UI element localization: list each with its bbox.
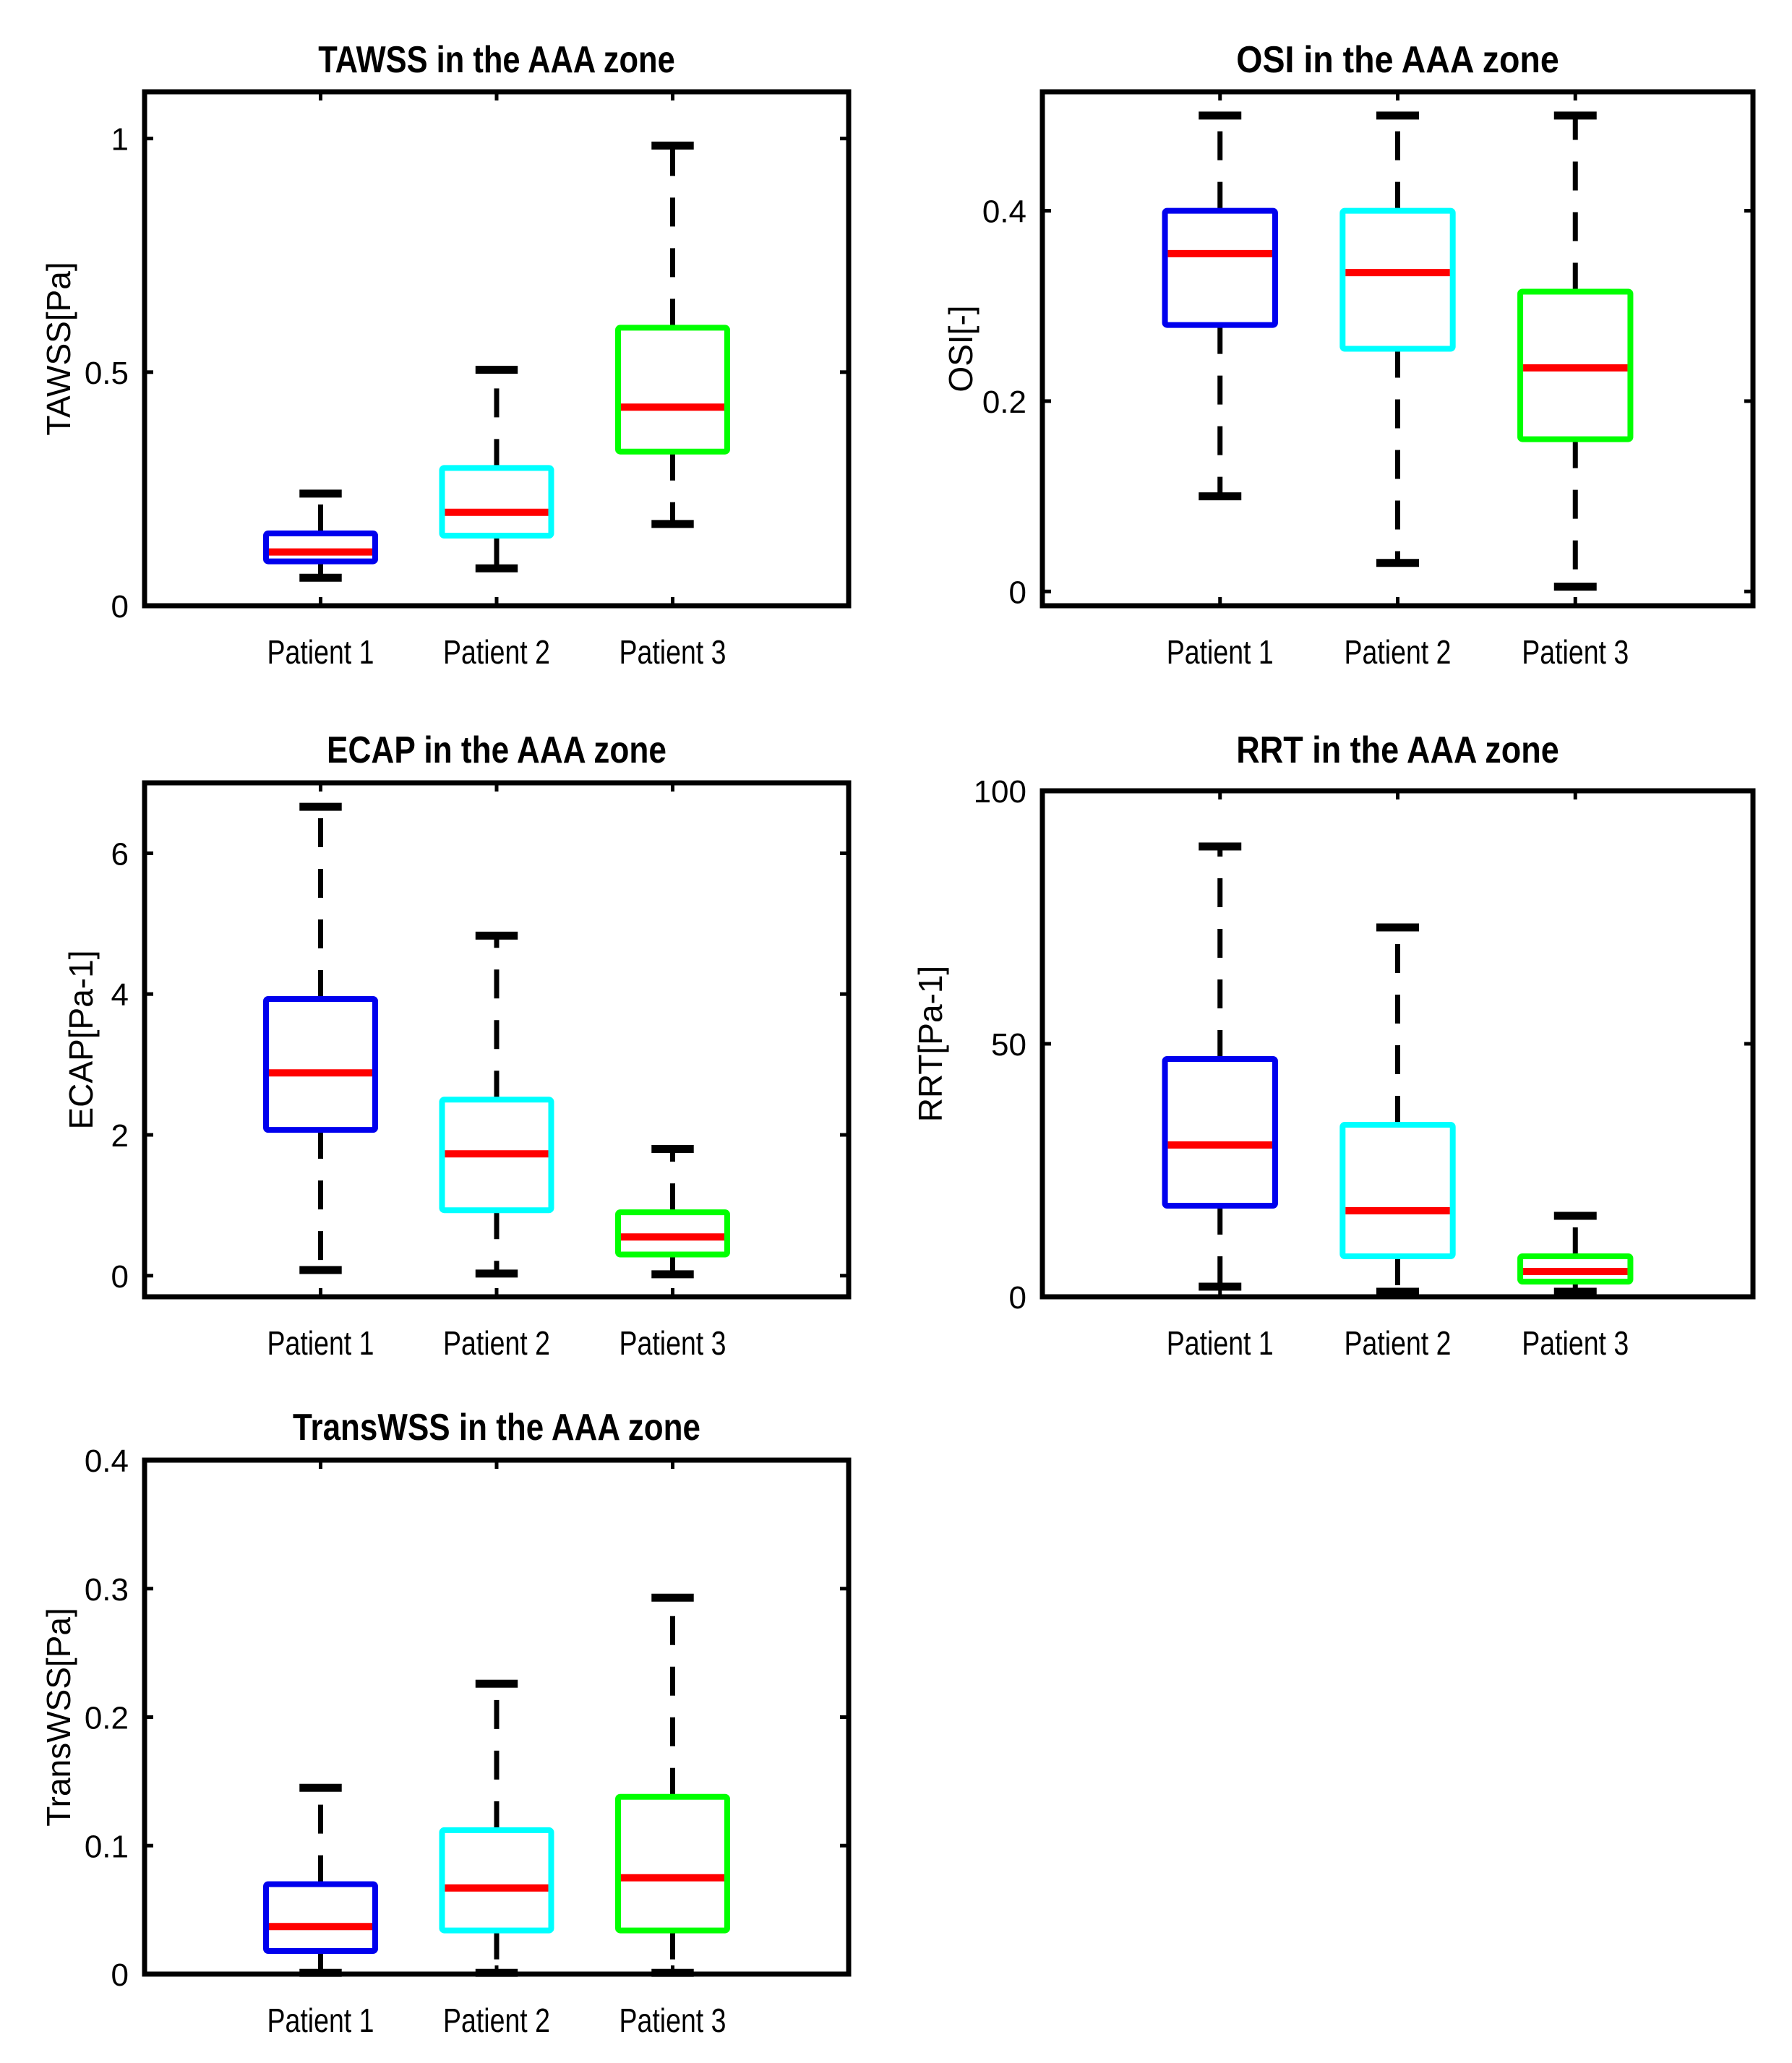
rrt-y-axis-label: RRT[Pa-1] bbox=[912, 966, 949, 1122]
osi-title: OSI in the AAA zone bbox=[1236, 39, 1559, 81]
ecap-title: ECAP in the AAA zone bbox=[327, 729, 666, 771]
iqr-box bbox=[1162, 1056, 1278, 1209]
osi-xtick-label: Patient 1 bbox=[1167, 633, 1274, 671]
osi-ytick-label: 0.4 bbox=[982, 194, 1026, 230]
transwss-axes-frame bbox=[142, 1457, 852, 1977]
tawss-xtick-label: Patient 1 bbox=[267, 633, 374, 671]
rrt-xtick-label: Patient 1 bbox=[1167, 1324, 1274, 1362]
tawss-ytick-label: 0.5 bbox=[85, 356, 129, 391]
tawss-y-axis-label: TAWSS[Pa] bbox=[40, 262, 77, 435]
rrt-chart: RRT in the AAA zone RRT[Pa-1] 0 50 100 Patien… bbox=[912, 729, 1756, 1362]
osi-ytick-label: 0 bbox=[1009, 575, 1026, 610]
rrt-title: RRT in the AAA zone bbox=[1236, 729, 1559, 771]
rrt-ytick-label: 100 bbox=[974, 774, 1026, 810]
rrt-ytick-label: 50 bbox=[991, 1027, 1026, 1063]
tawss-chart: TAWSS in the AAA zone TAWSS[Pa] 0 0.5 1 Patie… bbox=[40, 39, 852, 671]
iqr-box bbox=[439, 1827, 554, 1934]
transwss-box-1 bbox=[263, 1783, 378, 1977]
transwss-y-axis-label: TransWSS[Pa] bbox=[40, 1608, 77, 1826]
ecap-ytick-label: 2 bbox=[111, 1118, 129, 1154]
tawss-box-1 bbox=[263, 489, 378, 582]
tawss-ytick-label: 0 bbox=[111, 589, 129, 625]
tawss-box-3 bbox=[615, 141, 730, 528]
tawss-axes-frame bbox=[142, 89, 852, 609]
osi-y-axis-label: OSI[-] bbox=[942, 305, 979, 392]
transwss-box-2 bbox=[439, 1679, 554, 1977]
osi-axes-frame bbox=[1039, 89, 1756, 609]
ecap-xtick-label: Patient 1 bbox=[267, 1324, 374, 1362]
ecap-box-1 bbox=[263, 802, 378, 1274]
transwss-box-3 bbox=[615, 1593, 730, 1977]
osi-box-2 bbox=[1339, 111, 1456, 567]
ecap-axes-frame bbox=[142, 780, 852, 1300]
osi-box-3 bbox=[1517, 111, 1634, 591]
transwss-xtick-label: Patient 3 bbox=[620, 2002, 726, 2039]
rrt-ytick-label: 0 bbox=[1009, 1280, 1026, 1316]
iqr-box bbox=[615, 325, 730, 455]
tawss-box-2 bbox=[439, 366, 554, 572]
ecap-box-3 bbox=[615, 1144, 730, 1279]
rrt-box-3 bbox=[1517, 1211, 1634, 1296]
iqr-box bbox=[1339, 207, 1456, 352]
osi-chart: OSI in the AAA zone OSI[-] 0 0.2 0.4 Patient … bbox=[942, 39, 1756, 671]
ecap-ytick-label: 6 bbox=[111, 836, 129, 872]
ecap-chart: ECAP in the AAA zone ECAP[Pa-1] 0 2 4 6 Patien… bbox=[62, 729, 852, 1362]
ecap-xtick-label: Patient 3 bbox=[620, 1324, 726, 1362]
iqr-box bbox=[615, 1793, 730, 1934]
rrt-box-2 bbox=[1339, 923, 1456, 1296]
iqr-box bbox=[263, 1881, 378, 1955]
rrt-xtick-label: Patient 2 bbox=[1345, 1324, 1452, 1362]
transwss-ytick-label: 0.1 bbox=[85, 1829, 129, 1864]
iqr-box bbox=[1339, 1122, 1456, 1259]
transwss-ytick-label: 0 bbox=[111, 1957, 129, 1993]
iqr-box bbox=[263, 530, 378, 565]
rrt-axes-frame bbox=[1039, 788, 1756, 1300]
ecap-ytick-label: 4 bbox=[111, 977, 129, 1013]
tawss-title: TAWSS in the AAA zone bbox=[318, 39, 675, 81]
tawss-xtick-label: Patient 3 bbox=[620, 633, 726, 671]
ecap-ytick-label: 0 bbox=[111, 1259, 129, 1295]
iqr-box bbox=[263, 996, 378, 1133]
osi-box-1 bbox=[1162, 111, 1278, 501]
iqr-box bbox=[1162, 207, 1278, 328]
osi-ytick-label: 0.2 bbox=[982, 385, 1026, 420]
tawss-ytick-label: 1 bbox=[111, 122, 129, 158]
transwss-ytick-label: 0.2 bbox=[85, 1701, 129, 1736]
osi-xtick-label: Patient 2 bbox=[1345, 633, 1452, 671]
transwss-xtick-label: Patient 1 bbox=[267, 2002, 374, 2039]
rrt-box-1 bbox=[1162, 842, 1278, 1291]
transwss-chart: TransWSS in the AAA zone TransWSS[Pa] 0 0.1… bbox=[40, 1407, 852, 2039]
transwss-ytick-label: 0.4 bbox=[85, 1444, 129, 1479]
tawss-xtick-label: Patient 2 bbox=[443, 633, 550, 671]
iqr-box bbox=[439, 465, 554, 539]
transwss-xtick-label: Patient 2 bbox=[443, 2002, 550, 2039]
ecap-y-axis-label: ECAP[Pa-1] bbox=[62, 951, 100, 1130]
transwss-ytick-label: 0.3 bbox=[85, 1572, 129, 1608]
ecap-box-2 bbox=[439, 931, 554, 1278]
rrt-xtick-label: Patient 3 bbox=[1522, 1324, 1629, 1362]
transwss-title: TransWSS in the AAA zone bbox=[293, 1407, 700, 1449]
ecap-xtick-label: Patient 2 bbox=[443, 1324, 550, 1362]
osi-xtick-label: Patient 3 bbox=[1522, 633, 1629, 671]
